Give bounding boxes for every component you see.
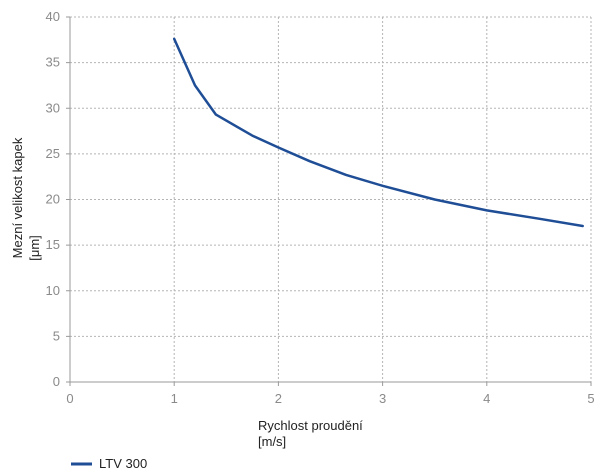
y-axis-title-line1: Mezní velikost kapek [10, 137, 25, 258]
x-tick-label: 5 [587, 391, 594, 406]
y-tick-label: 15 [46, 237, 60, 252]
x-axis-title-line2: [m/s] [258, 434, 286, 449]
y-tick-label: 40 [46, 9, 60, 24]
y-tick-label: 30 [46, 100, 60, 115]
tick-labels: 0 5 10 15 20 25 30 35 40 0 1 2 3 4 5 [46, 9, 595, 406]
x-tick-label: 3 [379, 391, 386, 406]
x-tick-label: 2 [275, 391, 282, 406]
legend-label: LTV 300 [99, 456, 147, 471]
y-tick-label: 5 [53, 328, 60, 343]
y-tick-label: 35 [46, 55, 60, 70]
y-axis-title-line2: [μm] [27, 235, 42, 261]
y-tick-label: 0 [53, 374, 60, 389]
x-tick-label: 0 [66, 391, 73, 406]
series-line [172, 37, 584, 228]
y-tick-label: 10 [46, 283, 60, 298]
series [172, 37, 584, 228]
x-tick-label: 4 [483, 391, 490, 406]
legend: LTV 300 [71, 456, 147, 471]
x-tick-label: 1 [171, 391, 178, 406]
axes [66, 16, 592, 386]
y-tick-label: 25 [46, 146, 60, 161]
grid [70, 16, 592, 382]
x-axis-title-line1: Rychlost proudění [258, 418, 363, 433]
y-tick-label: 20 [46, 192, 60, 207]
